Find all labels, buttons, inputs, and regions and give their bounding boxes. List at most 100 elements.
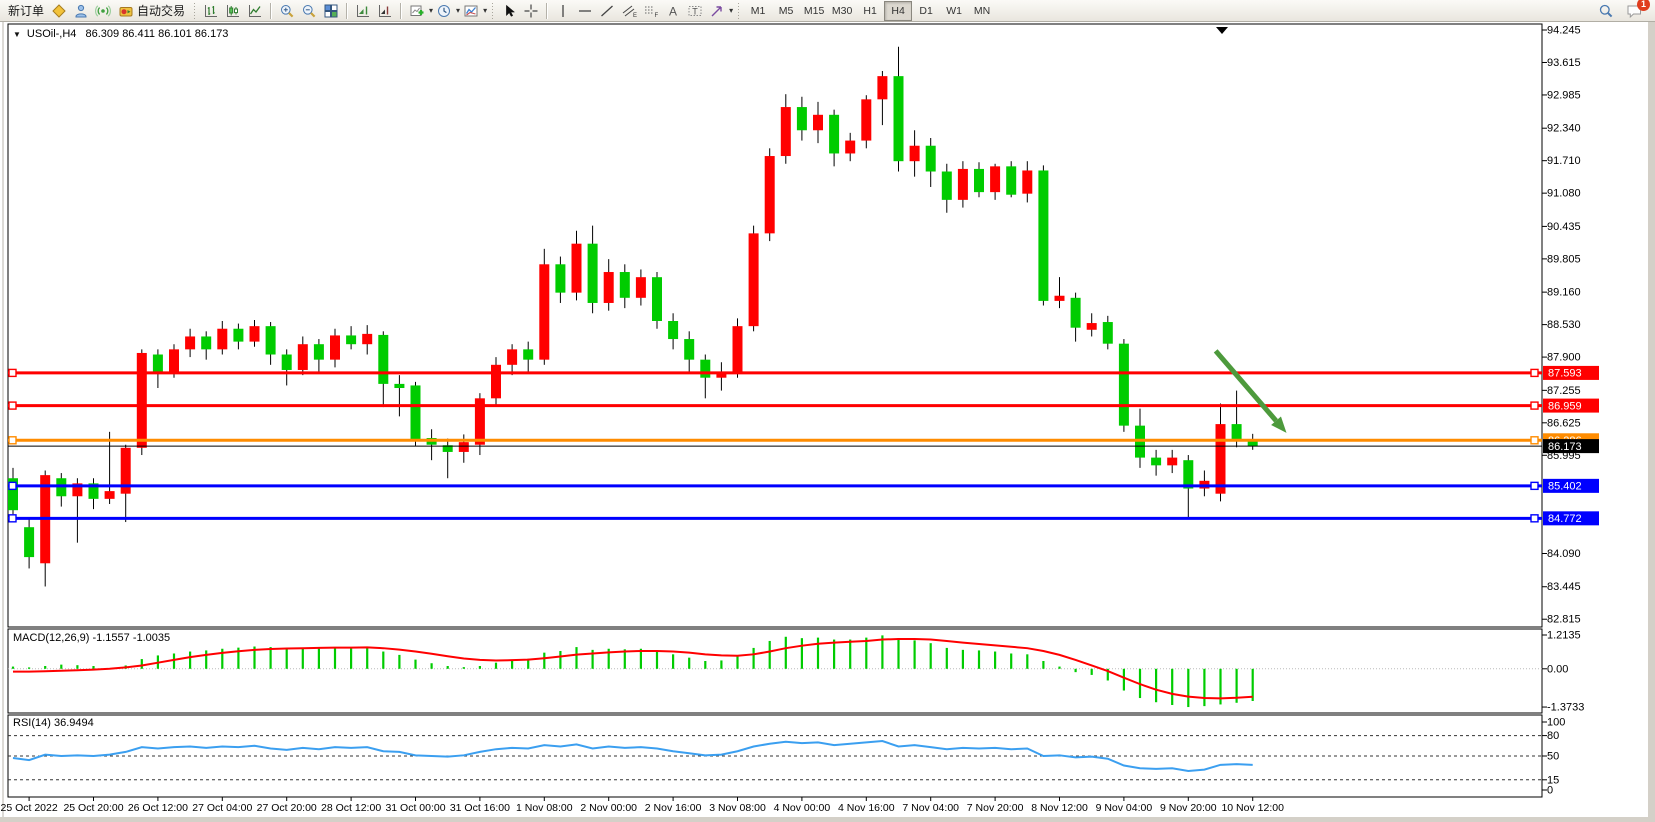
candle[interactable] xyxy=(233,323,244,350)
candle[interactable] xyxy=(796,96,807,141)
candle[interactable] xyxy=(555,256,566,303)
candle[interactable] xyxy=(24,519,35,569)
indicators-add-icon[interactable] xyxy=(406,1,428,21)
timeframe-button-M30[interactable]: M30 xyxy=(831,4,853,17)
candle[interactable] xyxy=(1070,292,1081,342)
timeframe-button-H1[interactable]: H1 xyxy=(863,4,877,17)
candle[interactable] xyxy=(861,95,872,149)
candle[interactable] xyxy=(941,163,952,213)
candle[interactable] xyxy=(281,349,292,386)
signal-icon[interactable] xyxy=(92,1,114,21)
text-icon[interactable]: A xyxy=(662,1,684,21)
templates-dropdown-caret[interactable]: ▾ xyxy=(483,6,488,15)
candle[interactable] xyxy=(1102,315,1113,350)
candle[interactable] xyxy=(394,375,405,417)
candle[interactable] xyxy=(185,328,196,358)
candle[interactable] xyxy=(539,248,550,365)
candle[interactable] xyxy=(571,230,582,301)
candle[interactable] xyxy=(990,163,1001,200)
notifications-chat-icon[interactable]: 1 xyxy=(1623,0,1650,21)
line-anchor-marker[interactable] xyxy=(1530,368,1539,378)
candle[interactable] xyxy=(249,319,260,347)
bar-chart-icon[interactable] xyxy=(200,1,222,21)
line-anchor-marker[interactable] xyxy=(8,436,17,445)
candle[interactable] xyxy=(748,225,759,332)
candle[interactable] xyxy=(716,362,727,391)
crosshair-icon[interactable] xyxy=(520,1,542,21)
timeframe-button-W1[interactable]: W1 xyxy=(946,4,962,17)
candle[interactable] xyxy=(104,431,115,505)
candle[interactable] xyxy=(732,318,743,378)
candle[interactable] xyxy=(265,322,276,365)
candle[interactable] xyxy=(974,162,984,198)
line-anchor-marker[interactable] xyxy=(8,368,17,378)
candle[interactable] xyxy=(201,331,212,360)
candle[interactable] xyxy=(813,101,823,144)
candle[interactable] xyxy=(845,132,856,162)
candle[interactable] xyxy=(297,336,308,376)
candle[interactable] xyxy=(603,259,614,311)
chart-title[interactable]: ▼ USOil-,H4 86.309 86.411 86.101 86.173 xyxy=(13,28,228,40)
chart-shift-icon[interactable] xyxy=(374,1,396,21)
candle[interactable] xyxy=(507,344,518,376)
candle[interactable] xyxy=(1022,161,1033,203)
timeframe-button-M1[interactable]: M1 xyxy=(750,4,766,17)
candle[interactable] xyxy=(877,70,888,126)
candle[interactable] xyxy=(1167,449,1178,474)
candle[interactable] xyxy=(1231,390,1242,448)
timeframe-button-M5[interactable]: M5 xyxy=(778,4,794,17)
candle[interactable] xyxy=(491,357,501,407)
text-label-icon[interactable]: T xyxy=(684,1,706,21)
line-anchor-marker[interactable] xyxy=(1530,436,1539,445)
candle[interactable] xyxy=(635,269,646,306)
chart-shift-marker[interactable] xyxy=(1216,27,1228,34)
periods-clock-icon[interactable] xyxy=(433,1,455,21)
down-trend-arrow[interactable] xyxy=(1213,349,1278,423)
candle[interactable] xyxy=(217,320,228,355)
contacts-icon[interactable] xyxy=(70,1,92,21)
candle[interactable] xyxy=(700,354,711,399)
line-anchor-marker[interactable] xyxy=(8,481,17,491)
candle[interactable] xyxy=(684,331,695,373)
channel-icon[interactable]: E xyxy=(618,1,640,21)
candle[interactable] xyxy=(1118,339,1129,432)
candle[interactable] xyxy=(378,331,389,408)
line-anchor-marker[interactable] xyxy=(1530,514,1539,523)
auto-scroll-icon[interactable] xyxy=(352,1,374,21)
line-anchor-marker[interactable] xyxy=(8,514,17,523)
line-anchor-marker[interactable] xyxy=(1530,481,1539,491)
candle[interactable] xyxy=(362,325,373,355)
candle[interactable] xyxy=(1151,449,1162,476)
candle[interactable] xyxy=(587,225,598,314)
new-order-button[interactable]: 新订单 xyxy=(4,1,48,21)
candle[interactable] xyxy=(136,349,147,456)
candle[interactable] xyxy=(330,328,340,368)
shapes-icon[interactable] xyxy=(706,1,728,21)
trendline-icon[interactable] xyxy=(596,1,618,21)
timeframe-button-H4[interactable]: H4 xyxy=(884,0,913,21)
timeframe-button-D1[interactable]: D1 xyxy=(919,4,933,17)
fibonacci-icon[interactable]: F xyxy=(640,1,662,21)
candle[interactable] xyxy=(957,161,968,208)
candle[interactable] xyxy=(410,381,421,446)
candle[interactable] xyxy=(1054,277,1065,309)
candle[interactable] xyxy=(619,264,630,309)
line-chart-icon[interactable] xyxy=(244,1,266,21)
candle[interactable] xyxy=(8,467,18,515)
candle[interactable] xyxy=(668,313,679,350)
candle[interactable] xyxy=(523,341,534,373)
shapes-dropdown-caret[interactable]: ▾ xyxy=(729,6,734,15)
main-price-pane[interactable] xyxy=(7,23,1543,628)
tile-windows-icon[interactable] xyxy=(320,1,342,21)
candle[interactable] xyxy=(893,46,904,172)
auto-trading-button[interactable]: 自动交易 xyxy=(114,1,189,21)
chart-menu-triangle-icon[interactable]: ▼ xyxy=(13,29,21,39)
indicators-dropdown-caret[interactable]: ▾ xyxy=(429,6,434,15)
line-anchor-marker[interactable] xyxy=(8,401,17,410)
macd-pane[interactable] xyxy=(7,628,1543,714)
candle[interactable] xyxy=(925,137,936,187)
timeframe-button-MN[interactable]: MN xyxy=(973,4,991,17)
candle[interactable] xyxy=(442,438,453,479)
timeframe-button-M15[interactable]: M15 xyxy=(803,4,825,17)
candle[interactable] xyxy=(764,148,775,242)
